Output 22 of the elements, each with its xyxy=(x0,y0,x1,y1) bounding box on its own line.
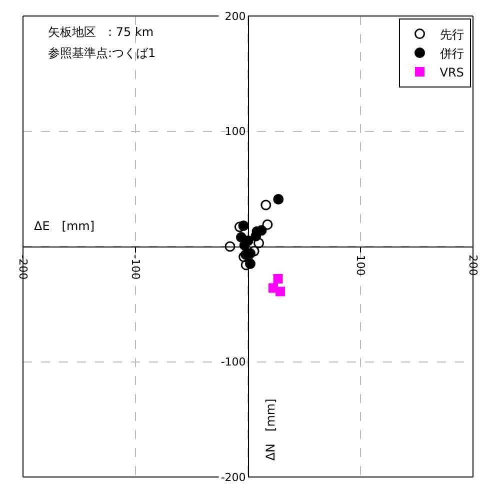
y-tick-label: -100 xyxy=(220,356,246,369)
legend-label: 併行 xyxy=(438,46,464,60)
y-tick-label: 200 xyxy=(224,10,246,23)
point xyxy=(260,200,272,210)
x-tick-label: 100 xyxy=(354,254,367,276)
annotation: 矢板地区 : 75 km xyxy=(48,25,154,39)
point xyxy=(276,286,286,296)
x-tick-label: -100 xyxy=(128,254,142,280)
point xyxy=(262,219,273,230)
point xyxy=(234,222,245,232)
point xyxy=(273,194,284,204)
point xyxy=(254,238,264,248)
point xyxy=(224,241,236,252)
point xyxy=(273,274,283,284)
y-axis-title: ΔN [mm] xyxy=(263,398,278,461)
point xyxy=(238,220,249,232)
y-tick-label: 100 xyxy=(224,125,246,138)
legend-label: 先行 xyxy=(440,27,464,42)
y-tick-label: -200 xyxy=(220,470,246,484)
legend-label: VRS xyxy=(440,65,464,80)
annotation: 参照基準点:つくば1 xyxy=(48,46,156,60)
x-axis-title: ΔE [mm] xyxy=(34,219,95,233)
